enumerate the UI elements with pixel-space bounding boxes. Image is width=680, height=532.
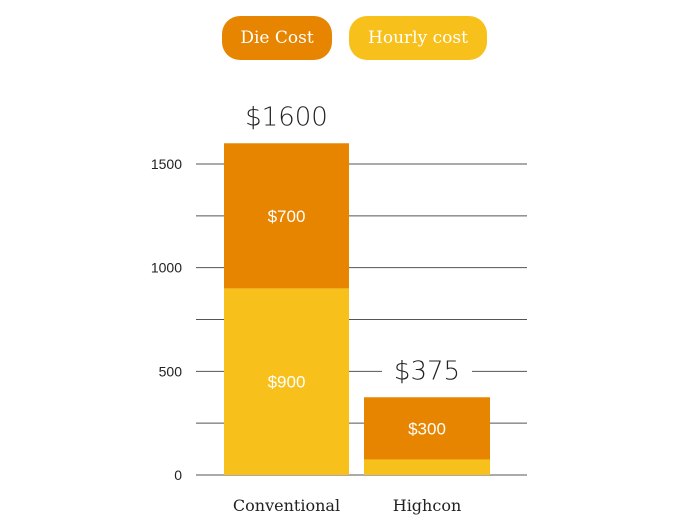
x-tick-label: Highcon bbox=[393, 496, 462, 515]
legend-die-cost[interactable]: Die Cost bbox=[222, 16, 332, 60]
y-tick-label: 0 bbox=[174, 467, 182, 483]
bar-segment-hourly-0 bbox=[224, 288, 349, 475]
bar-segment-die-0 bbox=[224, 143, 349, 289]
total-label-background bbox=[382, 355, 472, 388]
legend-hourly-cost[interactable]: Hourly cost bbox=[349, 16, 487, 60]
bar-segment-die-1 bbox=[364, 397, 490, 460]
bar-labels: $900 $700 $1600 $300 $375 bbox=[245, 102, 472, 438]
bar-total-label: $1600 bbox=[245, 102, 328, 132]
y-tick-label: 1500 bbox=[151, 156, 182, 172]
bar-segment-label: $700 bbox=[268, 207, 306, 226]
x-axis-labels: Conventional Highcon bbox=[233, 496, 461, 515]
y-tick-label: 500 bbox=[159, 363, 183, 379]
legend: Die Cost Hourly cost bbox=[0, 16, 680, 62]
x-tick-label: Conventional bbox=[233, 496, 340, 515]
bar-segment-hourly-1 bbox=[364, 459, 490, 475]
bar-segment-label: $900 bbox=[268, 373, 306, 392]
bar-segment-label: $300 bbox=[408, 419, 446, 438]
bars bbox=[224, 143, 490, 475]
bar-total-label: $375 bbox=[394, 356, 460, 386]
y-tick-label: 1000 bbox=[151, 260, 182, 276]
y-axis-ticks: 0 500 1000 1500 bbox=[151, 156, 182, 483]
